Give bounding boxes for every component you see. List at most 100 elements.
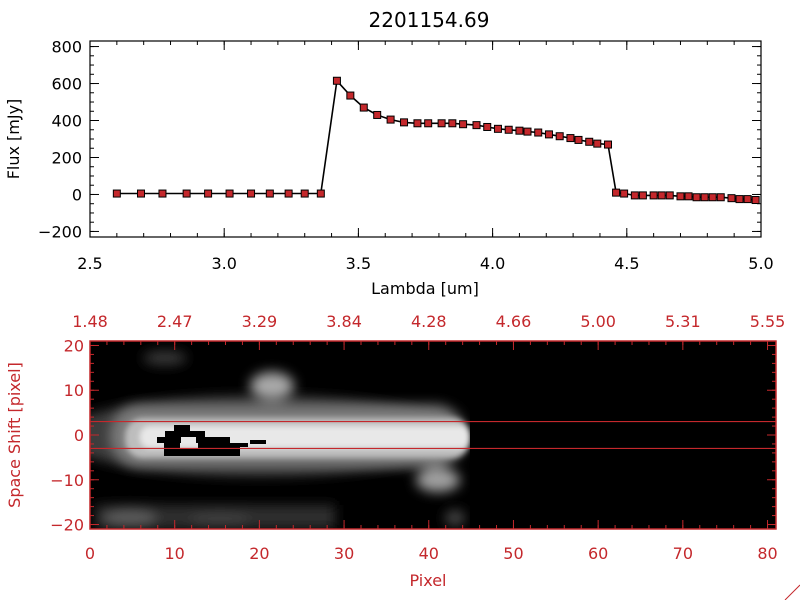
heatmap-blob-top-left (143, 351, 187, 365)
heatmap-blob-bottom-right (445, 510, 465, 526)
spectrum-x-tick-label: 4.5 (614, 254, 639, 273)
spectrum-data-point (727, 194, 736, 203)
spectrum-data-point (692, 193, 701, 202)
image-top-axis-tick-label: 5.00 (580, 312, 616, 331)
spectrum-data-point (544, 130, 553, 139)
spectrum-data-point (112, 189, 121, 198)
spectrum-data-point (735, 195, 744, 204)
image-top-axis-tick-label: 3.84 (326, 312, 362, 331)
spectrum-data-point (515, 126, 524, 135)
spectrum-y-tick-label: 0 (72, 185, 82, 204)
image-y-tick-labels: 20 10 0 −10 −20 (50, 336, 84, 534)
spectrum-x-tick-label: 3.5 (346, 254, 371, 273)
spectrum-data-point (346, 91, 355, 100)
corner-mark (784, 584, 800, 600)
image-x-tick-label: 50 (503, 544, 523, 563)
image-x-tick-label: 20 (249, 544, 269, 563)
image-x-tick-label: 40 (419, 544, 439, 563)
spectrum-data-point (424, 119, 433, 128)
heatmap-cutoff (470, 341, 776, 529)
spectrum-data-point (684, 192, 693, 201)
spectrum-data-point (265, 189, 274, 198)
image-top-axis-tick-label: 5.31 (665, 312, 701, 331)
spectrum-data-point (585, 137, 594, 146)
chart-title: 2201154.69 (369, 8, 490, 32)
heatmap-blob-upper (250, 372, 294, 400)
spectrum-y-tick-label: −200 (38, 222, 82, 241)
spectrum-data-point (708, 193, 717, 202)
spectrum-data-point (574, 135, 583, 144)
image-x-tick-label: 10 (165, 544, 185, 563)
spectrum-data-point (604, 140, 613, 149)
image-y-axis-label: Space Shift [pixel] (5, 362, 24, 508)
spectrum-plot-frame (89, 40, 762, 238)
spectrum-data-point (593, 139, 602, 148)
spectrum-data-point (332, 76, 341, 85)
spectrum-data-point (620, 189, 629, 198)
heatmap-blob-bottom-left (104, 509, 156, 527)
spectrum-data-point (700, 193, 709, 202)
image-top-axis-tick-label: 3.29 (242, 312, 278, 331)
image-top-axis-tick-labels: 1.48 2.47 3.29 3.84 4.28 4.66 5.00 5.31 5.55 (72, 312, 785, 331)
spectrum-data-point (136, 189, 145, 198)
spectrum-data-point (204, 189, 213, 198)
image-y-tick-label: 0 (74, 426, 84, 445)
heatmap-blob-lower (416, 468, 460, 492)
image-y-tick-label: −20 (50, 516, 84, 535)
spectrum-data-point (472, 121, 481, 130)
spectrum-data-point (612, 188, 621, 197)
image-ticks (89, 341, 776, 529)
spectrum-data-point (316, 189, 325, 198)
image-x-tick-labels: 0 10 20 30 40 50 60 70 80 (85, 544, 778, 563)
spectrum-data-point (504, 125, 513, 134)
spectrum-data-point (400, 118, 409, 127)
spectrum-data-point (225, 189, 234, 198)
spectrum-data-point (373, 110, 382, 119)
image-x-tick-label: 70 (673, 544, 693, 563)
spectrum-data-point (534, 128, 543, 137)
spectrum-y-tick-label: 800 (51, 38, 82, 57)
spectrum-data-point (448, 119, 457, 128)
spectrum-data-point (630, 191, 639, 200)
spectrum-panel: 2201154.69 2.5 3.0 3.5 4.0 4.5 5.0 800 600 400 2… (4, 8, 774, 298)
spectrum-x-tick-label: 4.0 (480, 254, 505, 273)
spectrum-data-point (483, 122, 492, 131)
spectrum-y-tick-label: 200 (51, 148, 82, 167)
spectrum-ticks (89, 41, 762, 237)
image-top-axis-tick-label: 2.47 (157, 312, 193, 331)
spectrum-data-point (300, 189, 309, 198)
image-aperture-lines (90, 420, 776, 450)
image-x-axis-label: Pixel (409, 571, 446, 590)
spectrum-data-point (716, 193, 725, 202)
spectrum-markers (112, 76, 760, 205)
spectrum-data-point (247, 189, 256, 198)
spectrum-y-tick-labels: 800 600 400 200 0 −200 (38, 38, 82, 242)
spectrum-data-point (459, 120, 468, 129)
image-top-axis-tick-label: 4.66 (496, 312, 532, 331)
spectrum-data-point (182, 189, 191, 198)
spectrum-data-point (555, 132, 564, 141)
image-x-tick-label: 80 (757, 544, 777, 563)
spectrum-data-point (359, 103, 368, 112)
image-panel: 0 10 20 30 40 50 60 70 80 1.48 2.47 3.29 3.84 4.28 4.… (5, 312, 785, 590)
image-top-axis-tick-label: 5.55 (750, 312, 786, 331)
image-x-tick-label: 0 (85, 544, 95, 563)
image-y-tick-label: −10 (50, 471, 84, 490)
spectrum-data-point (566, 134, 575, 143)
image-y-tick-label: 10 (64, 381, 84, 400)
heatmap-blob-bottom-mid (190, 512, 250, 528)
image-top-axis-tick-label: 4.28 (411, 312, 447, 331)
spectrum-data-point (386, 115, 395, 124)
spectrum-data-point (284, 189, 293, 198)
spectrum-x-axis-label: Lambda [um] (371, 279, 479, 298)
spectrum-data-point (638, 191, 647, 200)
spectrum-data-point (743, 195, 752, 204)
spectrum-data-point (413, 119, 422, 128)
spectrum-x-tick-label: 3.0 (211, 254, 236, 273)
heatmap-saturated-pixels (157, 425, 266, 456)
spectrum-data-point (158, 189, 167, 198)
spectrum-data-point (751, 196, 760, 205)
image-top-axis-tick-label: 1.48 (72, 312, 108, 331)
spectrum-data-point (437, 119, 446, 128)
